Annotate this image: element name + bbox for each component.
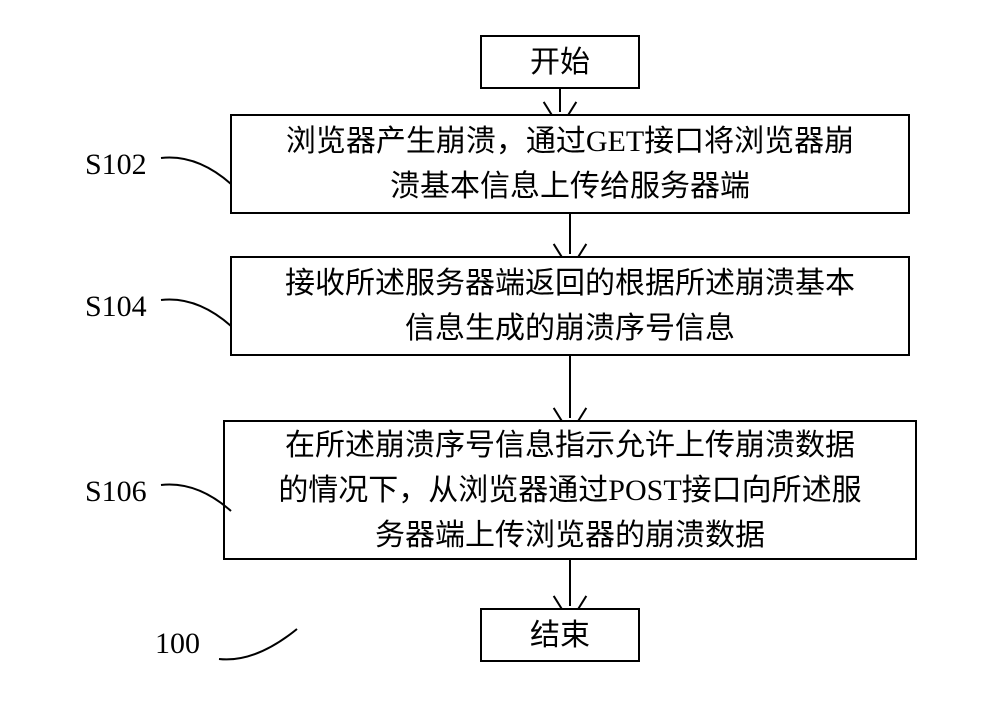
label-s106: S106: [85, 475, 147, 509]
box-text-start: 开始: [530, 40, 590, 85]
curve-0: [157, 152, 237, 197]
label-text-s102: S102: [85, 148, 147, 181]
box-text-end: 结束: [530, 613, 590, 658]
box-s102: 浏览器产生崩溃，通过GET接口将浏览器崩 溃基本信息上传给服务器端: [230, 114, 910, 214]
curve-3: [215, 621, 305, 672]
curve-2: [157, 479, 237, 524]
box-s104: 接收所述服务器端返回的根据所述崩溃基本 信息生成的崩溃序号信息: [230, 256, 910, 356]
box-text-s102: 浏览器产生崩溃，通过GET接口将浏览器崩 溃基本信息上传给服务器端: [286, 119, 854, 209]
arrow-line-0: [559, 89, 561, 112]
label-s102: S102: [85, 148, 147, 182]
arrow-line-3: [569, 560, 571, 606]
box-start: 开始: [480, 35, 640, 89]
label-text-s104: S104: [85, 290, 147, 323]
label-text-fig: 100: [155, 627, 200, 660]
box-text-s106: 在所述崩溃序号信息指示允许上传崩溃数据 的情况下，从浏览器通过POST接口向所述…: [278, 423, 861, 558]
arrow-line-1: [569, 214, 571, 254]
label-text-s106: S106: [85, 475, 147, 508]
box-end: 结束: [480, 608, 640, 662]
label-fig: 100: [155, 627, 200, 661]
label-s104: S104: [85, 290, 147, 324]
box-text-s104: 接收所述服务器端返回的根据所述崩溃基本 信息生成的崩溃序号信息: [285, 261, 855, 351]
curve-1: [157, 294, 237, 339]
arrow-line-2: [569, 356, 571, 418]
box-s106: 在所述崩溃序号信息指示允许上传崩溃数据 的情况下，从浏览器通过POST接口向所述…: [223, 420, 917, 560]
